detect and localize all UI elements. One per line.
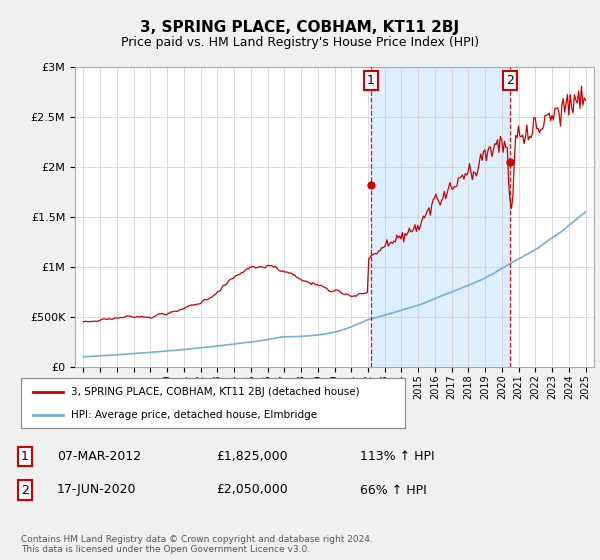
Text: Price paid vs. HM Land Registry's House Price Index (HPI): Price paid vs. HM Land Registry's House … [121, 36, 479, 49]
Text: 2: 2 [21, 483, 29, 497]
Text: 17-JUN-2020: 17-JUN-2020 [57, 483, 137, 497]
Text: 3, SPRING PLACE, COBHAM, KT11 2BJ (detached house): 3, SPRING PLACE, COBHAM, KT11 2BJ (detac… [71, 386, 359, 396]
Text: 3, SPRING PLACE, COBHAM, KT11 2BJ: 3, SPRING PLACE, COBHAM, KT11 2BJ [140, 20, 460, 35]
Bar [371, 67, 509, 367]
Text: HPI: Average price, detached house, Elmbridge: HPI: Average price, detached house, Elmb… [71, 410, 317, 420]
Text: £2,050,000: £2,050,000 [216, 483, 288, 497]
Text: 1: 1 [21, 450, 29, 463]
Text: 66% ↑ HPI: 66% ↑ HPI [360, 483, 427, 497]
Text: 1: 1 [367, 74, 375, 87]
Text: 07-MAR-2012: 07-MAR-2012 [57, 450, 141, 463]
Text: £1,825,000: £1,825,000 [216, 450, 287, 463]
Text: 2: 2 [506, 74, 514, 87]
Text: Contains HM Land Registry data © Crown copyright and database right 2024.
This d: Contains HM Land Registry data © Crown c… [21, 535, 373, 554]
Text: 113% ↑ HPI: 113% ↑ HPI [360, 450, 434, 463]
